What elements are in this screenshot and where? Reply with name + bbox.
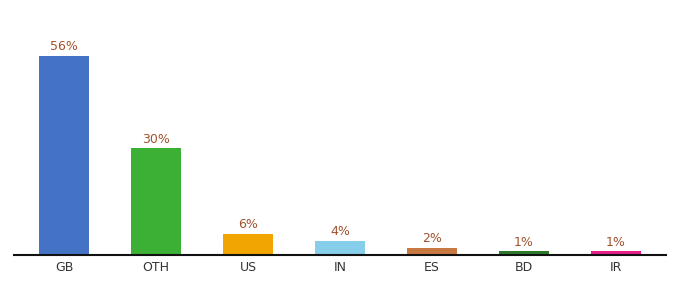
Bar (407, 248, 457, 255)
Bar (315, 241, 365, 255)
Text: 30%: 30% (142, 133, 170, 146)
Bar (131, 148, 182, 255)
Bar (39, 56, 90, 255)
Text: 4%: 4% (330, 225, 350, 238)
Bar (223, 234, 273, 255)
Text: 1%: 1% (514, 236, 534, 249)
Bar (590, 251, 641, 255)
Text: 6%: 6% (238, 218, 258, 231)
Text: 2%: 2% (422, 232, 442, 245)
Bar (498, 251, 549, 255)
Text: 1%: 1% (606, 236, 626, 249)
Text: 56%: 56% (50, 40, 78, 53)
